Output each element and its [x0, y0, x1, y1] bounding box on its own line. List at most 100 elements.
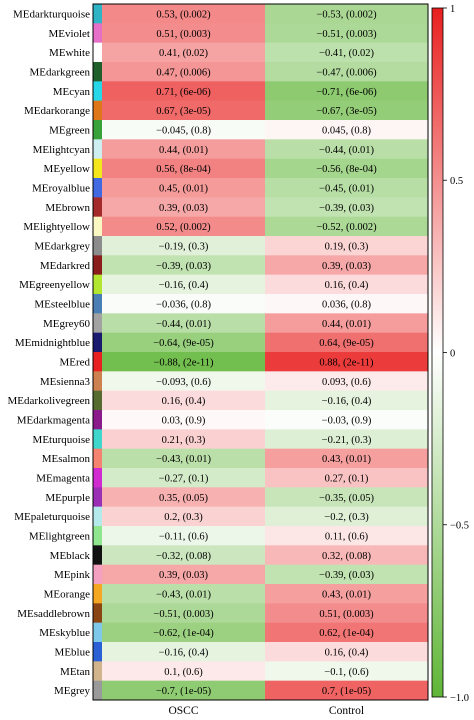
heatmap-cell [265, 4, 428, 24]
cell-label: 0.52, (0.002) [156, 222, 211, 233]
cell-label: −0.47, (0.006) [316, 67, 377, 78]
cell-label: −0.21, (0.3) [322, 435, 372, 446]
row-label: MEsalmon [42, 453, 91, 465]
cell-label: −0.44, (0.01) [156, 319, 211, 330]
heatmap-cell [265, 100, 428, 121]
color-scale-bar [431, 7, 444, 698]
cell-label: 0.16, (0.4) [325, 647, 369, 658]
row-label: MEbrown [45, 202, 90, 214]
heatmap-cell [265, 255, 428, 275]
cell-label: −0.39, (0.03) [319, 203, 374, 214]
row-label: MEdarkturquoise [13, 8, 90, 20]
cell-label: −0.1, (0.6) [324, 667, 369, 678]
heatmap-cell [102, 42, 265, 63]
row-label: MEmagenta [36, 472, 90, 484]
heatmap-cell [265, 371, 428, 391]
heatmap-cell [265, 23, 428, 43]
row-label: MElightgreen [29, 530, 91, 542]
row-label: MEdarkolivegreen [8, 395, 91, 407]
cell-label: −0.41, (0.02) [319, 48, 374, 59]
heatmap-cell [265, 62, 428, 82]
cell-label: −0.16, (0.4) [159, 280, 209, 291]
cell-label: 0.1, (0.6) [164, 667, 203, 678]
color-scale-tick-label: 0.5 [450, 176, 463, 187]
heatmap-cell [102, 448, 265, 469]
cell-label: −0.036, (0.8) [156, 299, 211, 310]
module-swatch [93, 468, 102, 488]
heatmap-cell [102, 216, 265, 237]
module-swatch [93, 410, 102, 430]
heatmap-cell [265, 429, 428, 449]
module-swatch [93, 139, 102, 159]
cell-label: −0.45, (0.01) [319, 183, 374, 194]
heatmap-cell [102, 81, 265, 101]
heatmap-cell [102, 487, 265, 507]
heatmap-cell [102, 352, 265, 372]
heatmap-cells: 0.53, (0.002) −0.53, (0.002) 0.51, (0.003)… [102, 4, 428, 701]
module-swatch [93, 332, 102, 353]
cell-label: 0.62, (1e-04) [319, 628, 374, 639]
cell-label: 0.45, (0.01) [159, 183, 208, 194]
row-label: MEmidnightblue [15, 337, 90, 349]
module-swatch [93, 506, 102, 527]
heatmap-cell [265, 584, 428, 604]
module-swatch [93, 158, 102, 179]
module-swatch [93, 622, 102, 643]
heatmap-cell [265, 352, 428, 372]
row-label: MEblue [55, 646, 91, 658]
cell-label: 0.16, (0.4) [325, 280, 369, 291]
cell-label: 0.47, (0.006) [156, 67, 211, 78]
cell-label: 0.21, (0.3) [162, 435, 206, 446]
heatmap-cell [265, 526, 428, 546]
heatmap-cell [102, 506, 265, 527]
cell-label: −0.045, (0.8) [156, 125, 211, 136]
heatmap-cell [102, 661, 265, 681]
heatmap-cell [265, 236, 428, 256]
cell-label: −0.093, (0.6) [156, 377, 211, 388]
row-label: MEsaddlebrown [17, 608, 90, 620]
column-labels: OSCC Control [168, 705, 364, 717]
cell-label: 0.39, (0.03) [322, 261, 371, 272]
cell-label: 0.64, (9e-05) [319, 338, 374, 349]
row-label: MEdarkmagenta [17, 414, 90, 426]
cell-label: −0.7, (1e-05) [156, 686, 212, 697]
row-label: MEskyblue [39, 627, 90, 639]
cell-label: −0.39, (0.03) [156, 261, 211, 272]
cell-label: −0.52, (0.002) [316, 222, 377, 233]
module-swatch [93, 274, 102, 295]
module-swatch [93, 42, 102, 63]
color-scale-tick-label: −0.5 [450, 521, 469, 532]
heatmap-cell [265, 564, 428, 585]
heatmap-cell [102, 274, 265, 295]
cell-label: 0.88, (2e-11) [319, 357, 374, 368]
heatmap-cell [265, 332, 428, 353]
heatmap-cell [102, 158, 265, 179]
module-color-swatches [93, 4, 102, 701]
cell-label: 0.51, (0.003) [156, 29, 211, 40]
module-swatch [93, 236, 102, 256]
row-label: MEwhite [49, 47, 90, 59]
heatmap-cell [102, 236, 265, 256]
heatmap-cell [265, 216, 428, 237]
module-swatch [93, 680, 102, 701]
row-label: MEturquoise [33, 434, 91, 446]
module-swatch [93, 545, 102, 565]
row-label: MEgreen [49, 124, 90, 136]
heatmap-cell [265, 178, 428, 198]
module-swatch [93, 255, 102, 275]
heatmap-cell [102, 622, 265, 643]
cell-label: −0.88, (2e-11) [153, 357, 214, 368]
heatmap-cell [102, 468, 265, 488]
row-label: MEyellow [44, 163, 90, 175]
heatmap-cell [102, 371, 265, 391]
heatmap-cell [102, 139, 265, 159]
cell-label: 0.19, (0.3) [325, 241, 369, 252]
row-label: MEroyalblue [32, 182, 90, 194]
cell-label: −0.03, (0.9) [322, 415, 372, 426]
cell-label: 0.27, (0.1) [325, 473, 369, 484]
heatmap-cell [265, 42, 428, 63]
cell-label: −0.44, (0.01) [319, 145, 374, 156]
heatmap-cell [265, 313, 428, 333]
cell-label: 0.41, (0.02) [159, 48, 208, 59]
column-label: Control [329, 705, 364, 717]
